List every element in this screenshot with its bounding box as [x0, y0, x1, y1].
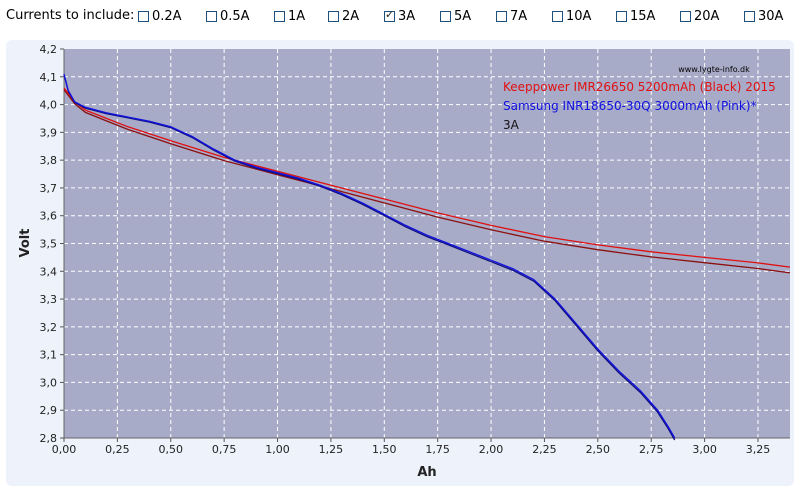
checkbox-label: 10A	[566, 8, 592, 24]
y-tick-label: 3,8	[40, 154, 58, 167]
y-tick-label: 4,2	[40, 43, 58, 56]
y-tick-label: 4,0	[40, 99, 58, 112]
x-tick-label: 1,50	[372, 443, 397, 456]
checkbox-box[interactable]	[552, 10, 563, 22]
x-tick-label: 2,25	[532, 443, 557, 456]
x-tick-label: 0,75	[212, 443, 237, 456]
series-line	[63, 73, 676, 439]
y-axis-title: Volt	[18, 229, 33, 258]
x-tick-label: 3,00	[692, 443, 717, 456]
legend-current: 3A	[503, 118, 520, 132]
checkbox-box[interactable]	[138, 10, 149, 22]
current-checkbox-5a[interactable]: 5A	[440, 7, 471, 25]
checkbox-label: 3A	[398, 8, 416, 24]
x-tick-label: 0,00	[52, 443, 77, 456]
legend-entry: Keeppower IMR26650 5200mAh (Black) 2015	[503, 80, 776, 94]
checkbox-box[interactable]	[496, 10, 507, 22]
x-tick-label: 3,25	[746, 443, 771, 456]
x-tick-label: 2,75	[639, 443, 664, 456]
current-checkbox-30a[interactable]: 30A	[744, 7, 783, 25]
checkbox-box[interactable]	[680, 10, 691, 22]
checkbox-box[interactable]	[206, 10, 217, 22]
y-tick-label: 3,6	[40, 210, 58, 223]
checkbox-label: 0.2A	[152, 8, 182, 24]
legend-entry: Samsung INR18650-30Q 3000mAh (Pink)*	[503, 99, 757, 113]
x-tick-label: 2,00	[479, 443, 504, 456]
checkbox-box[interactable]	[744, 10, 755, 22]
current-checkbox-15a[interactable]: 15A	[616, 7, 655, 25]
checkbox-label: 1A	[288, 8, 306, 24]
checkbox-box[interactable]	[440, 10, 451, 22]
x-axis-title: Ah	[417, 465, 436, 480]
y-tick-label: 3,5	[40, 238, 58, 251]
y-tick-label: 3,9	[40, 126, 58, 139]
series-line	[63, 87, 791, 268]
checkbox-box[interactable]	[384, 8, 395, 22]
current-filter-toolbar: Currents to include: 0.2A 0.5A 1A 2A 3A 5A 7A 1…	[0, 0, 800, 32]
series-line-secondary	[63, 74, 676, 441]
y-tick-label: 2,9	[40, 404, 58, 417]
x-tick-label: 0,25	[105, 443, 130, 456]
checkbox-box[interactable]	[274, 10, 285, 22]
x-tick-label: 0,50	[159, 443, 184, 456]
y-tick-label: 4,1	[40, 71, 58, 84]
checkbox-label: 2A	[342, 8, 360, 24]
series-line-secondary	[63, 89, 791, 274]
current-checkbox-10a[interactable]: 10A	[552, 7, 591, 25]
current-checkbox-0-5a[interactable]: 0.5A	[206, 7, 250, 25]
checkbox-label: 20A	[694, 8, 720, 24]
current-checkbox-2a[interactable]: 2A	[328, 7, 359, 25]
checkbox-label: 7A	[510, 8, 528, 24]
checkbox-label: 30A	[758, 8, 784, 24]
y-tick-label: 3,1	[40, 349, 58, 362]
current-checkbox-0-2a[interactable]: 0.2A	[138, 7, 182, 25]
current-checkbox-3a[interactable]: 3A	[384, 7, 415, 25]
checkbox-label: 15A	[630, 8, 656, 24]
watermark: www.lygte-info.dk	[678, 65, 750, 74]
checkbox-label: 5A	[454, 8, 472, 24]
current-checkbox-20a[interactable]: 20A	[680, 7, 719, 25]
y-tick-label: 3,4	[40, 265, 58, 278]
x-tick-label: 1,00	[265, 443, 290, 456]
y-tick-label: 3,3	[40, 293, 58, 306]
y-tick-label: 3,0	[40, 376, 58, 389]
y-tick-label: 3,2	[40, 321, 58, 334]
x-tick-label: 2,50	[586, 443, 611, 456]
checkbox-box[interactable]	[328, 10, 339, 22]
current-checkbox-1a[interactable]: 1A	[274, 7, 305, 25]
x-tick-label: 1,25	[319, 443, 344, 456]
checkbox-box[interactable]	[616, 10, 627, 22]
y-tick-label: 2,8	[40, 432, 58, 445]
x-tick-label: 1,75	[425, 443, 450, 456]
y-tick-label: 3,7	[40, 182, 58, 195]
current-checkbox-7a[interactable]: 7A	[496, 7, 527, 25]
checkbox-label: 0.5A	[220, 8, 250, 24]
currents-label: Currents to include:	[6, 8, 135, 23]
